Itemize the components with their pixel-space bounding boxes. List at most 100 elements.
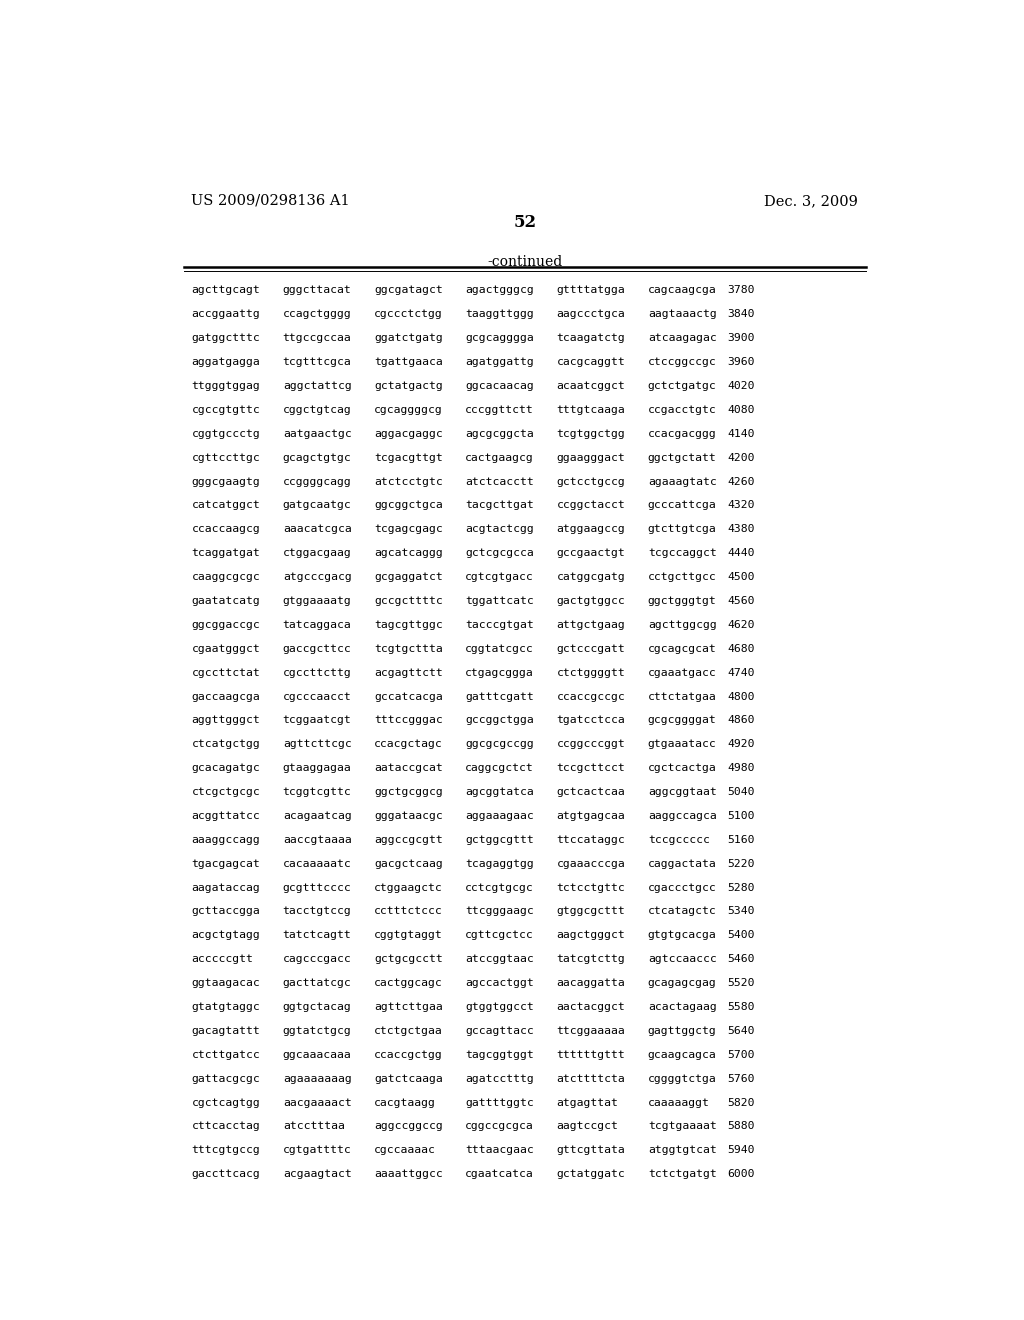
Text: aactacggct: aactacggct bbox=[557, 1002, 626, 1012]
Text: agatggattg: agatggattg bbox=[465, 358, 535, 367]
Text: 4500: 4500 bbox=[727, 572, 755, 582]
Text: agactgggcg: agactgggcg bbox=[465, 285, 535, 296]
Text: cctcgtgcgc: cctcgtgcgc bbox=[465, 883, 535, 892]
Text: caaaaaggt: caaaaaggt bbox=[648, 1097, 710, 1107]
Text: ggtaagacac: ggtaagacac bbox=[191, 978, 260, 989]
Text: gcgaggatct: gcgaggatct bbox=[374, 572, 442, 582]
Text: gtatgtaggc: gtatgtaggc bbox=[191, 1002, 260, 1012]
Text: acaatcggct: acaatcggct bbox=[557, 381, 626, 391]
Text: aagctgggct: aagctgggct bbox=[557, 931, 626, 940]
Text: gaccgcttcc: gaccgcttcc bbox=[283, 644, 351, 653]
Text: cactggcagc: cactggcagc bbox=[374, 978, 442, 989]
Text: agtccaaccc: agtccaaccc bbox=[648, 954, 717, 964]
Text: atggtgtcat: atggtgtcat bbox=[648, 1146, 717, 1155]
Text: gattacgcgc: gattacgcgc bbox=[191, 1073, 260, 1084]
Text: tatctcagtt: tatctcagtt bbox=[283, 931, 351, 940]
Text: 4860: 4860 bbox=[727, 715, 755, 726]
Text: aaacatcgca: aaacatcgca bbox=[283, 524, 351, 535]
Text: gttttatgga: gttttatgga bbox=[557, 285, 626, 296]
Text: caaggcgcgc: caaggcgcgc bbox=[191, 572, 260, 582]
Text: gactgtggcc: gactgtggcc bbox=[557, 595, 626, 606]
Text: agcggtatca: agcggtatca bbox=[465, 787, 535, 797]
Text: ggcacaacag: ggcacaacag bbox=[465, 381, 535, 391]
Text: aatgaactgc: aatgaactgc bbox=[283, 429, 351, 438]
Text: tgattgaaca: tgattgaaca bbox=[374, 358, 442, 367]
Text: ggctgggtgt: ggctgggtgt bbox=[648, 595, 717, 606]
Text: accggaattg: accggaattg bbox=[191, 309, 260, 319]
Text: ctctgctgaa: ctctgctgaa bbox=[374, 1026, 442, 1036]
Text: gaccttcacg: gaccttcacg bbox=[191, 1170, 260, 1179]
Text: tcgacgttgt: tcgacgttgt bbox=[374, 453, 442, 462]
Text: 52: 52 bbox=[513, 214, 537, 231]
Text: aggatgagga: aggatgagga bbox=[191, 358, 260, 367]
Text: tcaagatctg: tcaagatctg bbox=[557, 333, 626, 343]
Text: cccggttctt: cccggttctt bbox=[465, 405, 535, 414]
Text: agatcctttg: agatcctttg bbox=[465, 1073, 535, 1084]
Text: 4080: 4080 bbox=[727, 405, 755, 414]
Text: ccggcccggt: ccggcccggt bbox=[557, 739, 626, 750]
Text: ggctgctatt: ggctgctatt bbox=[648, 453, 717, 462]
Text: agcgcggcta: agcgcggcta bbox=[465, 429, 535, 438]
Text: ggtgctacag: ggtgctacag bbox=[283, 1002, 351, 1012]
Text: ttcggaaaaa: ttcggaaaaa bbox=[557, 1026, 626, 1036]
Text: gaccaagcga: gaccaagcga bbox=[191, 692, 260, 701]
Text: 6000: 6000 bbox=[727, 1170, 755, 1179]
Text: cttctatgaa: cttctatgaa bbox=[648, 692, 717, 701]
Text: tacctgtccg: tacctgtccg bbox=[283, 907, 351, 916]
Text: gccgcttttc: gccgcttttc bbox=[374, 595, 442, 606]
Text: tcgagcgagc: tcgagcgagc bbox=[374, 524, 442, 535]
Text: aacaggatta: aacaggatta bbox=[557, 978, 626, 989]
Text: 5880: 5880 bbox=[727, 1122, 755, 1131]
Text: atccggtaac: atccggtaac bbox=[465, 954, 535, 964]
Text: agaaagtatc: agaaagtatc bbox=[648, 477, 717, 487]
Text: gacagtattt: gacagtattt bbox=[191, 1026, 260, 1036]
Text: tttccgggac: tttccgggac bbox=[374, 715, 442, 726]
Text: 5340: 5340 bbox=[727, 907, 755, 916]
Text: ggcggaccgc: ggcggaccgc bbox=[191, 620, 260, 630]
Text: ggaagggact: ggaagggact bbox=[557, 453, 626, 462]
Text: atctcctgtc: atctcctgtc bbox=[374, 477, 442, 487]
Text: -continued: -continued bbox=[487, 255, 562, 269]
Text: cgttcgctcc: cgttcgctcc bbox=[465, 931, 535, 940]
Text: cgaccctgcc: cgaccctgcc bbox=[648, 883, 717, 892]
Text: tttaacgaac: tttaacgaac bbox=[465, 1146, 535, 1155]
Text: cggccgcgca: cggccgcgca bbox=[465, 1122, 535, 1131]
Text: gtggcgcttt: gtggcgcttt bbox=[557, 907, 626, 916]
Text: gcacagatgc: gcacagatgc bbox=[191, 763, 260, 774]
Text: cgcagcgcat: cgcagcgcat bbox=[648, 644, 717, 653]
Text: 4440: 4440 bbox=[727, 548, 755, 558]
Text: acagaatcag: acagaatcag bbox=[283, 810, 351, 821]
Text: atcctttaa: atcctttaa bbox=[283, 1122, 345, 1131]
Text: 4980: 4980 bbox=[727, 763, 755, 774]
Text: cgaaacccga: cgaaacccga bbox=[557, 859, 626, 869]
Text: cacaaaaatc: cacaaaaatc bbox=[283, 859, 351, 869]
Text: acgaagtact: acgaagtact bbox=[283, 1170, 351, 1179]
Text: cgctcactga: cgctcactga bbox=[648, 763, 717, 774]
Text: cactgaagcg: cactgaagcg bbox=[465, 453, 535, 462]
Text: 4380: 4380 bbox=[727, 524, 755, 535]
Text: tcgtttcgca: tcgtttcgca bbox=[283, 358, 351, 367]
Text: taaggttggg: taaggttggg bbox=[465, 309, 535, 319]
Text: 4620: 4620 bbox=[727, 620, 755, 630]
Text: 5460: 5460 bbox=[727, 954, 755, 964]
Text: cgccaaaac: cgccaaaac bbox=[374, 1146, 436, 1155]
Text: catcatggct: catcatggct bbox=[191, 500, 260, 511]
Text: Dec. 3, 2009: Dec. 3, 2009 bbox=[764, 194, 858, 209]
Text: tcgtgcttta: tcgtgcttta bbox=[374, 644, 442, 653]
Text: gtaaggagaa: gtaaggagaa bbox=[283, 763, 351, 774]
Text: cctttctccc: cctttctccc bbox=[374, 907, 442, 916]
Text: gctcgcgcca: gctcgcgcca bbox=[465, 548, 535, 558]
Text: ccacgacggg: ccacgacggg bbox=[648, 429, 717, 438]
Text: ctcatagctc: ctcatagctc bbox=[648, 907, 717, 916]
Text: tggattcatc: tggattcatc bbox=[465, 595, 535, 606]
Text: gatggctttc: gatggctttc bbox=[191, 333, 260, 343]
Text: 5760: 5760 bbox=[727, 1073, 755, 1084]
Text: gtggtggcct: gtggtggcct bbox=[465, 1002, 535, 1012]
Text: 5100: 5100 bbox=[727, 810, 755, 821]
Text: 4320: 4320 bbox=[727, 500, 755, 511]
Text: ttttttgttt: ttttttgttt bbox=[557, 1049, 626, 1060]
Text: atgcccgacg: atgcccgacg bbox=[283, 572, 351, 582]
Text: 4800: 4800 bbox=[727, 692, 755, 701]
Text: ccaccgccgc: ccaccgccgc bbox=[557, 692, 626, 701]
Text: gctctgatgc: gctctgatgc bbox=[648, 381, 717, 391]
